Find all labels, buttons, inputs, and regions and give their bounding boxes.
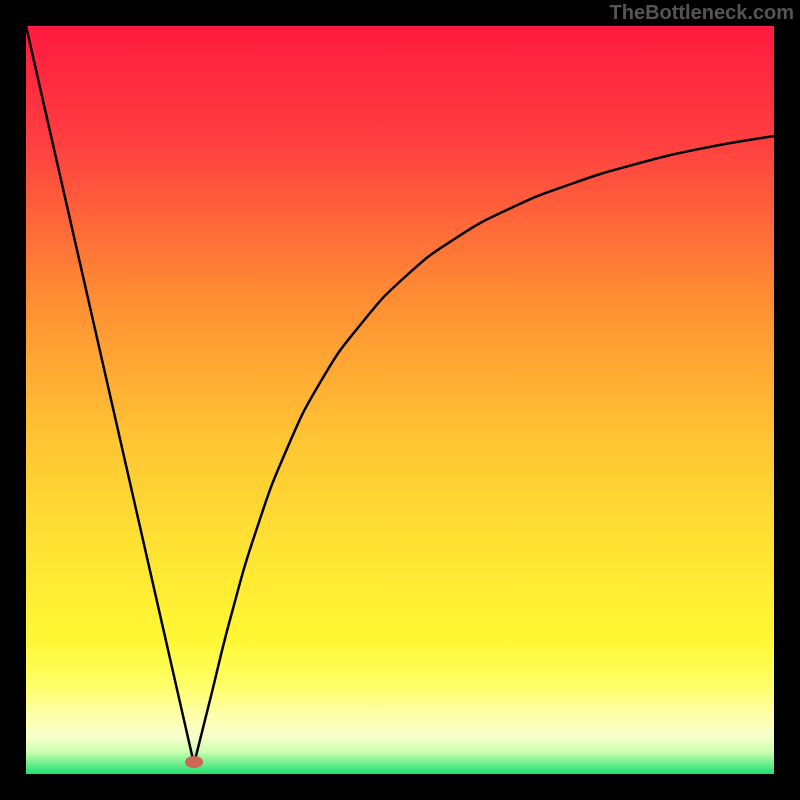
curve-layer xyxy=(26,26,774,774)
bottleneck-curve xyxy=(26,26,774,764)
plot-area xyxy=(26,26,774,774)
frame-left xyxy=(0,0,26,800)
watermark-text: TheBottleneck.com xyxy=(610,2,794,25)
frame-right xyxy=(774,0,800,800)
chart-container: TheBottleneck.com xyxy=(0,0,800,800)
frame-bottom xyxy=(0,774,800,800)
min-point-marker xyxy=(185,756,203,768)
